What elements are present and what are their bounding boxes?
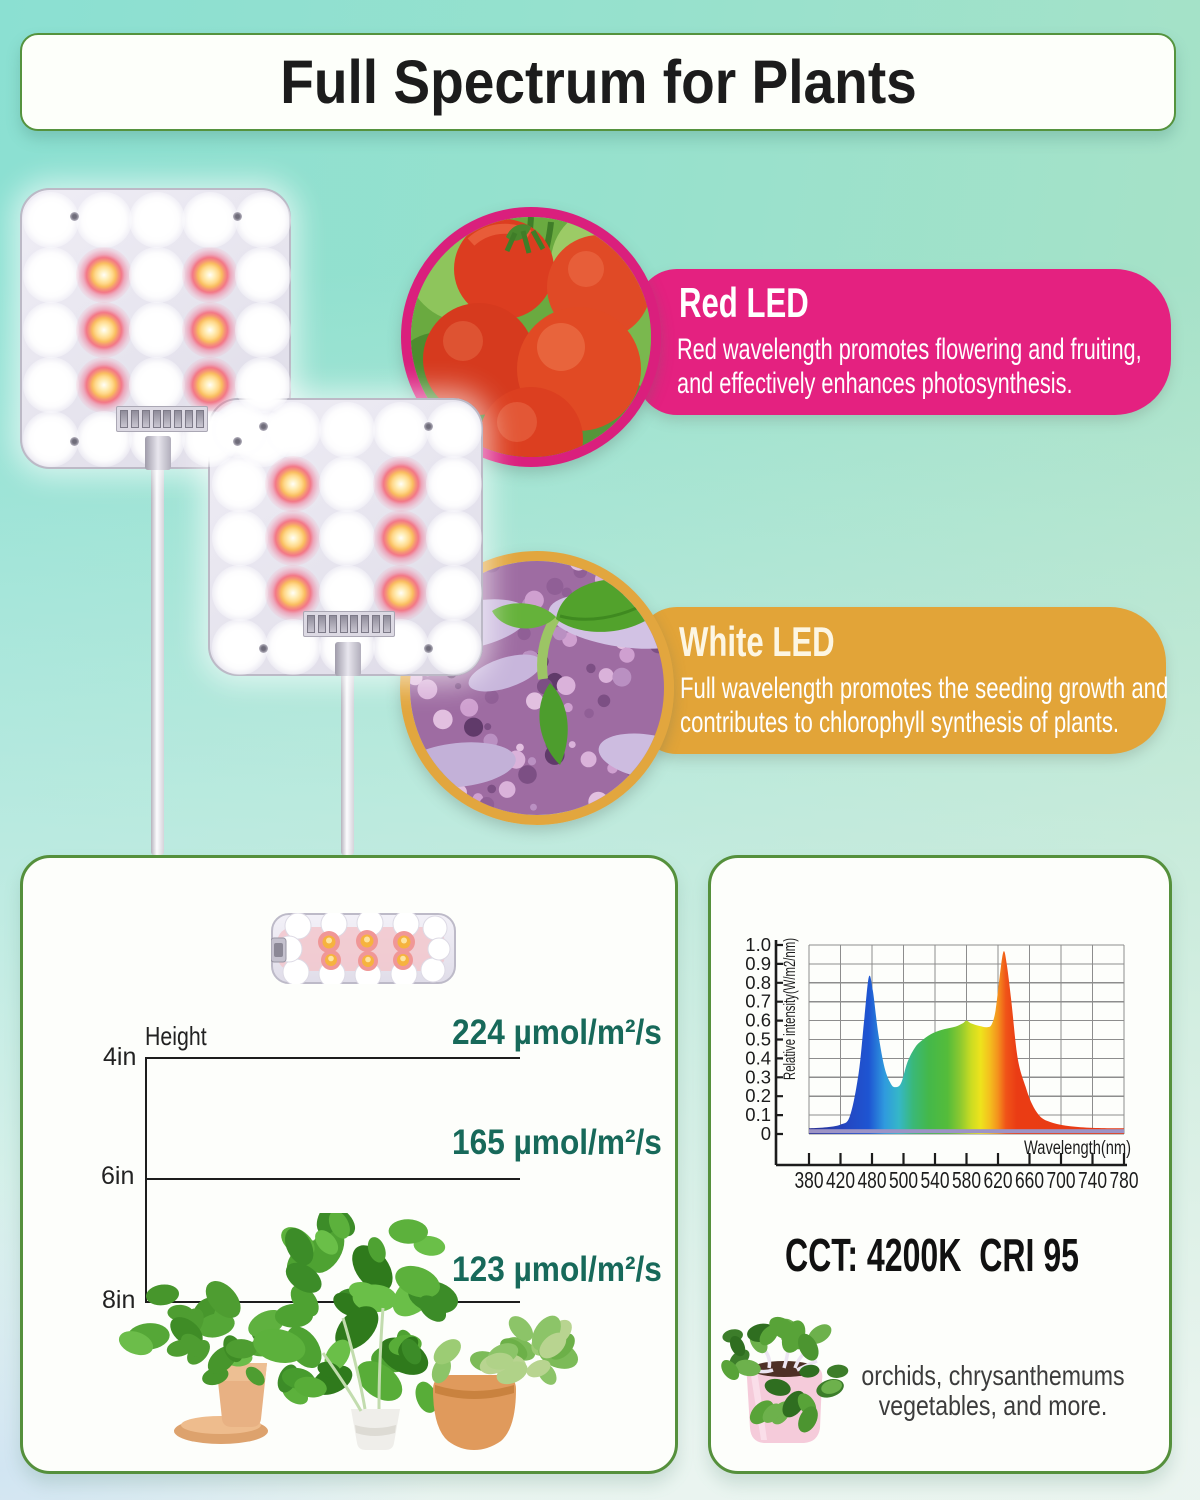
svg-text:620: 620 — [984, 1167, 1013, 1193]
svg-text:0.7: 0.7 — [745, 991, 771, 1012]
svg-text:0.2: 0.2 — [745, 1085, 771, 1106]
svg-text:1.0: 1.0 — [745, 934, 771, 955]
svg-text:Wavelength(nm): Wavelength(nm) — [1024, 1138, 1131, 1159]
svg-text:780: 780 — [1110, 1167, 1139, 1193]
svg-text:0.4: 0.4 — [745, 1047, 771, 1068]
svg-text:500: 500 — [889, 1167, 918, 1193]
svg-text:0.8: 0.8 — [745, 972, 771, 993]
svg-text:480: 480 — [858, 1167, 887, 1193]
svg-text:700: 700 — [1047, 1167, 1076, 1193]
svg-text:0.3: 0.3 — [745, 1066, 771, 1087]
svg-text:380: 380 — [795, 1167, 824, 1193]
svg-text:0.5: 0.5 — [745, 1029, 771, 1050]
svg-text:660: 660 — [1015, 1167, 1044, 1193]
svg-text:0.9: 0.9 — [745, 953, 771, 974]
svg-text:0: 0 — [761, 1123, 771, 1144]
svg-text:420: 420 — [826, 1167, 855, 1193]
svg-text:580: 580 — [952, 1167, 981, 1193]
svg-text:0.1: 0.1 — [745, 1104, 771, 1125]
svg-text:540: 540 — [921, 1167, 950, 1193]
svg-text:Relative intensity(W/m2/nm): Relative intensity(W/m2/nm) — [780, 938, 799, 1080]
svg-text:740: 740 — [1078, 1167, 1107, 1193]
svg-text:0.6: 0.6 — [745, 1010, 771, 1031]
